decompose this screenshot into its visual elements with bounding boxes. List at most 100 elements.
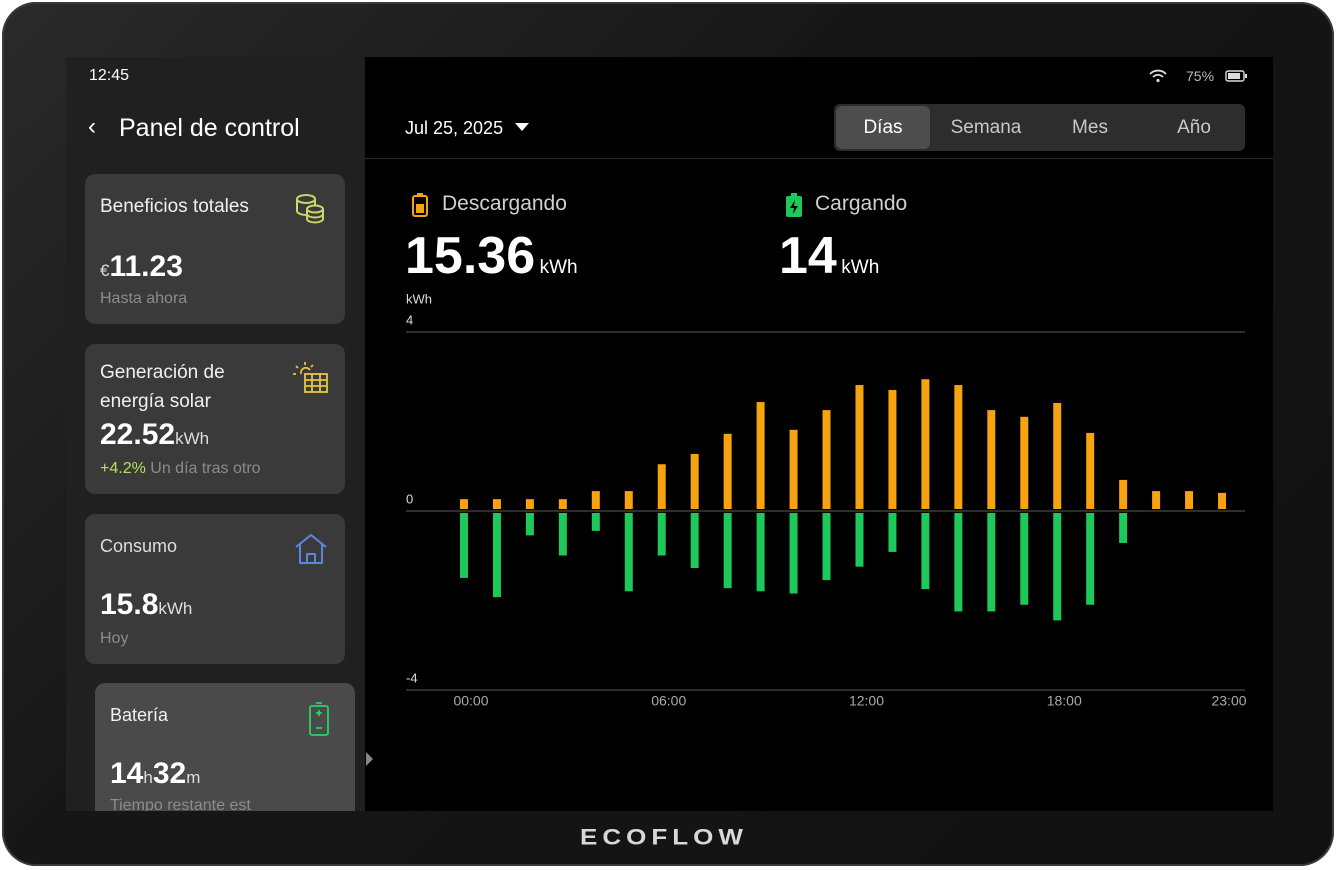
dropdown-arrow [515,123,530,131]
x-tick-label: 06:00 [651,693,686,709]
solar-icon [293,362,328,393]
bar [921,513,930,590]
minutes: 32 [152,757,187,790]
bar [492,499,501,509]
expand-arrow[interactable] [365,751,375,767]
status-time: 12:45 [89,67,130,84]
bar [822,410,831,509]
card-caption: Hasta ahora [100,290,188,307]
card-consumption[interactable]: Consumo 15.8kWh Hoy [85,514,345,664]
bar [459,513,468,578]
coins-icon [296,194,324,224]
bar [591,513,600,531]
bar [855,385,864,509]
card-value: 15.8kWh [100,588,192,622]
bar [921,379,930,509]
tab[interactable]: Mes [1072,117,1108,138]
bar [789,429,798,509]
tab[interactable]: Semana [950,117,1022,138]
tab[interactable]: Días [836,106,930,149]
minutes-unit: m [186,768,201,787]
bar [987,513,996,612]
date-selector[interactable]: Jul 25, 2025 [405,118,530,139]
bar [657,513,666,556]
bar [1119,513,1128,543]
bar [954,385,963,509]
bar [657,464,666,509]
card-title: Batería [110,705,169,725]
bar [1053,513,1062,621]
bar [1119,479,1128,509]
card-battery[interactable]: Batería 14h32m Tiempo restante est [95,683,355,811]
bar [558,499,567,509]
bar [789,513,798,594]
bar [1086,432,1095,509]
bar [525,499,534,509]
bar [888,513,897,552]
tab[interactable]: Año [1177,117,1211,138]
card-benefits[interactable]: Beneficios totales €11.23 Hasta ahora [85,174,345,324]
bar [756,402,765,509]
bar [723,433,732,509]
bar [1053,402,1062,509]
card-caption: Hoy [100,630,129,647]
hours-unit: h [143,768,153,787]
wifi-icon [1149,69,1167,83]
bar [1020,416,1029,509]
bar [756,513,765,592]
bar [492,513,501,598]
charge-total: 14 kWh [779,226,879,286]
sidebar-title: Panel de control [119,114,300,142]
x-tick-label: 18:00 [1047,693,1082,709]
currency: € [100,261,110,280]
card-solar[interactable]: Generación de energía solar 22.52kWh +4.… [85,344,345,494]
hours: 14 [110,757,144,790]
home-icon [295,534,327,564]
unit: kWh [841,257,880,278]
screen: 12:45 ‹ Panel de control Beneficios tota… [66,57,1273,811]
brand-logo: ECOFLOW [580,824,748,850]
bar [525,513,534,536]
charge-icon [786,193,802,217]
value: 15.36 [405,227,536,285]
card-caption: Tiempo restante est [110,797,251,811]
bar [624,491,633,509]
value: 14 [779,227,837,285]
caption: Un día tras otro [150,460,261,477]
date: Jul 25, 2025 [405,118,504,138]
bar [459,499,468,509]
unit: kWh [539,257,578,278]
bar [558,513,567,556]
card-title: Consumo [100,536,178,556]
value: 22.52 [100,418,176,451]
x-tick-label: 23:00 [1211,693,1246,709]
period-tabs: Días Semana Mes Año [834,104,1245,151]
card-value: 22.52kWh [100,418,209,452]
discharge-label: Descargando [442,192,567,215]
battery-percent: 75% [1186,68,1215,84]
bar [888,389,897,509]
bar [855,513,864,567]
change: +4.2% [100,460,146,477]
card-title: Beneficios totales [100,196,249,217]
sidebar: 12:45 ‹ Panel de control Beneficios tota… [66,57,365,811]
bar [690,453,699,509]
bar [723,513,732,589]
discharge-icon [412,193,428,217]
y-tick-label: 4 [406,312,413,327]
back-button[interactable]: ‹ [88,113,96,140]
bar [591,491,600,509]
y-tick-label: 0 [406,491,413,506]
card-value: 14h32m [110,757,200,791]
discharge-total: 15.36 kWh [405,226,578,286]
battery-icon [309,702,329,736]
bar [954,513,963,612]
y-tick-label: -4 [406,670,418,685]
bar [1218,492,1227,509]
bar [1020,513,1029,605]
header-divider [365,158,1273,159]
bar [1152,491,1161,509]
card-caption: +4.2% Un día tras otro [100,460,261,478]
battery-status-icon [1225,70,1247,82]
